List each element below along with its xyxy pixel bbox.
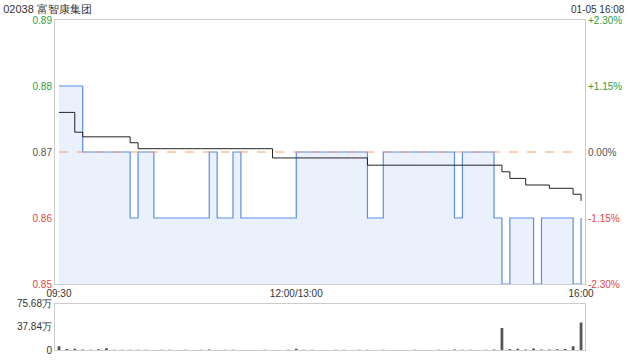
svg-text:75.68万: 75.68万 — [17, 298, 52, 309]
svg-text:+1.15%: +1.15% — [588, 81, 622, 92]
svg-text:0.88: 0.88 — [33, 81, 53, 92]
svg-text:-1.15%: -1.15% — [588, 213, 620, 224]
svg-text:-2.30%: -2.30% — [588, 279, 620, 290]
svg-text:0.00%: 0.00% — [588, 147, 616, 158]
svg-text:16:00: 16:00 — [569, 288, 594, 299]
svg-text:01-05 16:08: 01-05 16:08 — [571, 4, 625, 15]
svg-text:+2.30%: +2.30% — [588, 15, 622, 26]
svg-text:12:00/13:00: 12:00/13:00 — [270, 288, 323, 299]
svg-text:0.86: 0.86 — [33, 213, 53, 224]
svg-text:37.84万: 37.84万 — [17, 321, 52, 332]
svg-text:0.87: 0.87 — [33, 147, 53, 158]
svg-text:0: 0 — [46, 345, 52, 356]
svg-text:0.85: 0.85 — [33, 279, 53, 290]
svg-text:0.89: 0.89 — [33, 15, 53, 26]
svg-text:09:30: 09:30 — [46, 288, 71, 299]
svg-text:02038 富智康集团: 02038 富智康集团 — [3, 3, 92, 15]
